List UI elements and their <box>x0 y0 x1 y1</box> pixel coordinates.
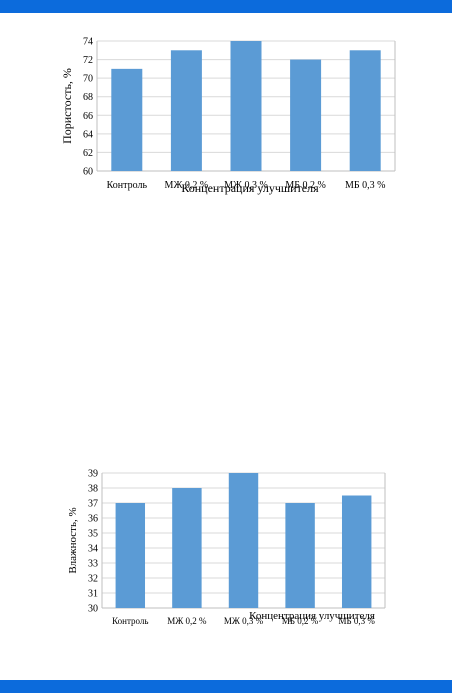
bar <box>285 503 315 608</box>
y-axis-title: Пористость, % <box>60 68 74 144</box>
y-tick-label: 64 <box>83 129 93 140</box>
x-category-label: МБ 0,2 % <box>282 616 319 626</box>
x-axis-title: Концентрация улучшителя <box>181 181 319 195</box>
x-category-label: МБ 0,3 % <box>338 616 375 626</box>
x-category-label: Контроль <box>112 616 148 626</box>
y-tick-label: 39 <box>88 469 98 480</box>
y-tick-label: 31 <box>88 589 98 600</box>
x-category-label: МБ 0,3 % <box>345 180 385 191</box>
y-tick-label: 62 <box>83 148 93 159</box>
bar <box>228 473 259 608</box>
bar <box>290 59 322 171</box>
bar <box>111 68 143 171</box>
y-tick-label: 30 <box>88 604 98 615</box>
porosity-bar-chart: 60 62 64 66 68 70 72 74 Контроль МЖ 0,2 % МЖ 0,3 %… <box>60 37 396 195</box>
x-category-label: МЖ 0,3 % <box>224 616 264 626</box>
y-tick-label: 66 <box>83 111 93 122</box>
x-axis-title: Концентрация улучшителя <box>249 610 375 622</box>
y-tick-label: 35 <box>88 529 98 540</box>
y-tick-label: 68 <box>83 92 93 103</box>
y-tick-label: 32 <box>88 574 98 585</box>
y-tick-label: 33 <box>88 559 98 570</box>
bar <box>349 50 381 171</box>
y-tick-label: 74 <box>83 37 93 48</box>
y-tick-label: 70 <box>83 74 93 85</box>
y-tick-label: 37 <box>88 499 98 510</box>
top-blue-band <box>0 0 452 13</box>
x-category-label: МБ 0,2 % <box>285 180 325 191</box>
x-category-label: МЖ 0,3 % <box>224 180 268 191</box>
bottom-blue-band <box>0 680 452 693</box>
moisture-bar-chart: 30 31 32 33 34 35 36 37 38 39 Контроль МЖ 0,2 % МЖ 0… <box>67 469 386 626</box>
y-tick-label: 72 <box>83 55 93 66</box>
bar <box>341 495 372 608</box>
y-tick-label: 36 <box>88 514 98 525</box>
x-category-label: МЖ 0,2 % <box>167 616 207 626</box>
x-category-label: Контроль <box>107 180 148 191</box>
y-axis-title: Влажность, % <box>67 507 79 573</box>
y-tick-label: 38 <box>88 484 98 495</box>
y-tick-label: 60 <box>83 167 93 178</box>
bar <box>230 41 262 171</box>
x-category-label: МЖ 0,2 % <box>165 180 209 191</box>
bar <box>170 50 202 171</box>
y-tick-label: 34 <box>88 544 98 555</box>
bar <box>115 503 146 608</box>
bar <box>172 488 202 608</box>
